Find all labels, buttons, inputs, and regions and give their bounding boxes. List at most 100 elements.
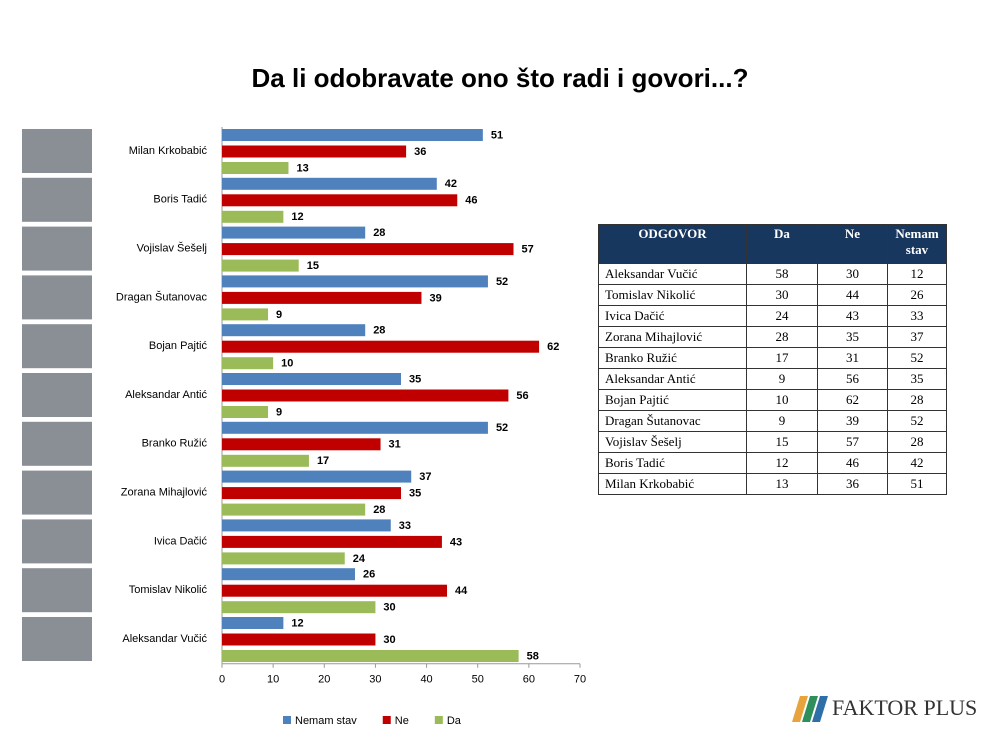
table-cell: 15 bbox=[746, 431, 818, 453]
bar bbox=[222, 519, 391, 532]
value-label: 36 bbox=[414, 146, 426, 158]
value-label: 31 bbox=[389, 439, 401, 451]
table-cell: Aleksandar Vučić bbox=[598, 263, 747, 285]
table-row: Aleksandar Vučić 58 30 12 bbox=[598, 263, 947, 285]
bar bbox=[222, 487, 401, 500]
table-row: Milan Krkobabić 13 36 51 bbox=[598, 473, 947, 495]
photo-placeholder bbox=[22, 226, 92, 271]
table-header-cell: ODGOVOR bbox=[598, 224, 747, 264]
bar bbox=[222, 177, 437, 190]
photo-placeholder bbox=[22, 617, 92, 661]
category-label: Bojan Pajtić bbox=[149, 340, 208, 352]
x-tick-label: 10 bbox=[267, 674, 279, 686]
bar bbox=[222, 210, 284, 223]
table-cell: 9 bbox=[746, 410, 818, 432]
table-header-row: ODGOVOR Da Ne Nemam stav bbox=[598, 224, 947, 264]
table-cell: 33 bbox=[887, 305, 947, 327]
value-label: 51 bbox=[491, 129, 503, 141]
photo-placeholder bbox=[22, 129, 92, 173]
table-cell: Dragan Šutanovac bbox=[598, 410, 747, 432]
table-cell: 28 bbox=[887, 431, 947, 453]
table-cell: Boris Tadić bbox=[598, 452, 747, 474]
table-cell: 36 bbox=[817, 473, 888, 495]
x-tick-label: 60 bbox=[523, 674, 535, 686]
category-label: Boris Tadić bbox=[153, 194, 207, 206]
table-cell: 10 bbox=[746, 389, 818, 411]
category-label: Tomislav Nikolić bbox=[129, 584, 208, 596]
value-label: 52 bbox=[496, 276, 508, 288]
legend-swatch bbox=[434, 716, 443, 724]
table-cell: 9 bbox=[746, 368, 818, 390]
table-header-cell: Nemam stav bbox=[887, 224, 947, 264]
table-cell: 30 bbox=[817, 263, 888, 285]
bar bbox=[222, 291, 422, 304]
value-label: 28 bbox=[373, 325, 385, 337]
category-label: Vojislav Šešelj bbox=[137, 242, 207, 255]
table-cell: 56 bbox=[817, 368, 888, 390]
logo-text: FAKTOR PLUS bbox=[832, 695, 977, 720]
bar bbox=[222, 470, 412, 483]
table-cell: 31 bbox=[817, 347, 888, 369]
table-row: Boris Tadić 12 46 42 bbox=[598, 452, 947, 474]
table-row: Tomislav Nikolić 30 44 26 bbox=[598, 284, 947, 306]
value-label: 37 bbox=[419, 471, 431, 483]
bar bbox=[222, 243, 514, 256]
legend-swatch bbox=[283, 716, 291, 724]
value-label: 30 bbox=[383, 634, 395, 646]
table-cell: 13 bbox=[746, 473, 818, 495]
value-label: 12 bbox=[291, 211, 303, 223]
bar bbox=[222, 421, 488, 434]
value-label: 9 bbox=[276, 309, 282, 321]
bar bbox=[222, 438, 381, 451]
category-label: Branko Ružić bbox=[142, 438, 208, 450]
photo-placeholder bbox=[22, 568, 92, 613]
bar bbox=[222, 275, 488, 288]
value-label: 52 bbox=[496, 422, 508, 434]
value-label: 28 bbox=[373, 504, 385, 516]
table-cell: 58 bbox=[746, 263, 818, 285]
table-cell: 37 bbox=[887, 326, 947, 348]
table-cell: 12 bbox=[746, 452, 818, 474]
table-cell: 42 bbox=[887, 452, 947, 474]
table-cell: 12 bbox=[887, 263, 947, 285]
table-cell: 52 bbox=[887, 410, 947, 432]
bar bbox=[222, 340, 540, 353]
table-cell: Ivica Dačić bbox=[598, 305, 747, 327]
bar bbox=[222, 226, 366, 239]
bar bbox=[222, 259, 299, 272]
value-label: 12 bbox=[291, 617, 303, 629]
logo-icon bbox=[792, 696, 828, 722]
table-cell: 43 bbox=[817, 305, 888, 327]
bar bbox=[222, 373, 401, 385]
value-label: 58 bbox=[527, 650, 539, 662]
table-cell: Branko Ružić bbox=[598, 347, 747, 369]
table-row: Ivica Dačić 24 43 33 bbox=[598, 305, 947, 327]
bar bbox=[222, 162, 289, 174]
table-row: Aleksandar Antić 9 56 35 bbox=[598, 368, 947, 390]
legend-label: Nemam stav bbox=[295, 715, 357, 727]
value-label: 9 bbox=[276, 406, 282, 418]
table-cell: Zorana Mihajlović bbox=[598, 326, 747, 348]
value-label: 42 bbox=[445, 178, 457, 190]
bar bbox=[222, 633, 376, 646]
photo-placeholder bbox=[22, 177, 92, 222]
bar bbox=[222, 535, 442, 548]
table-cell: 52 bbox=[887, 347, 947, 369]
bar bbox=[222, 129, 483, 141]
chart-title: Da li odobravate ono što radi i govori..… bbox=[252, 63, 749, 93]
bar bbox=[222, 650, 519, 662]
bar bbox=[222, 357, 274, 370]
legend-swatch bbox=[382, 716, 391, 724]
table-cell: 28 bbox=[746, 326, 818, 348]
value-label: 56 bbox=[516, 390, 528, 402]
bar bbox=[222, 617, 284, 629]
table-header-cell: Ne bbox=[817, 224, 888, 264]
x-tick-label: 50 bbox=[472, 674, 484, 686]
bar bbox=[222, 601, 376, 614]
value-label: 44 bbox=[455, 585, 468, 597]
table-cell: 35 bbox=[887, 368, 947, 390]
value-label: 15 bbox=[307, 260, 319, 272]
x-tick-label: 40 bbox=[420, 674, 432, 686]
